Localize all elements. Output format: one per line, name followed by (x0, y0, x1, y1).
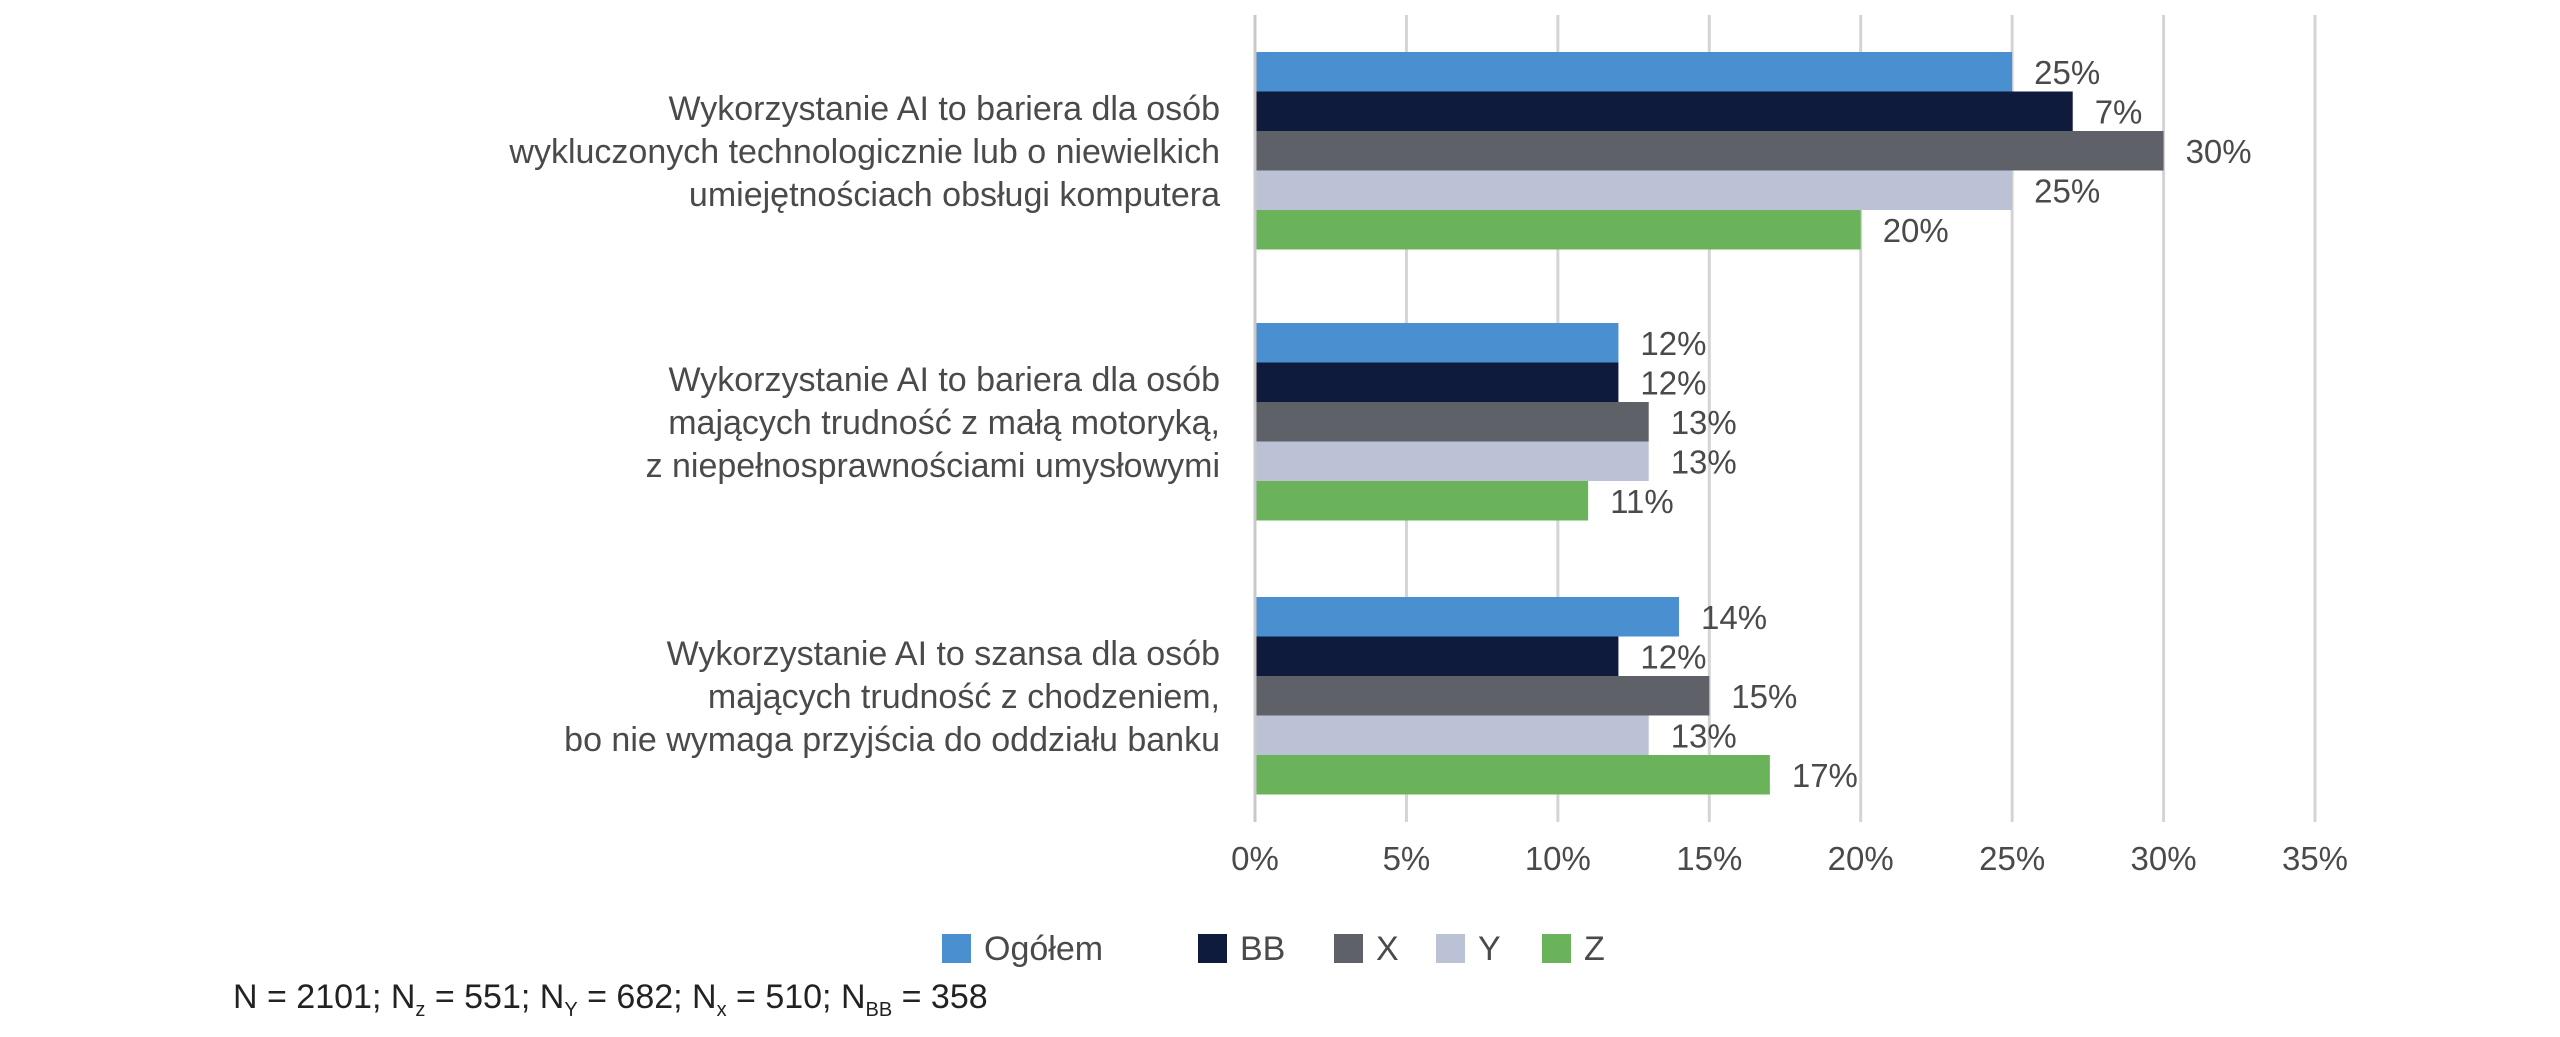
category-label-line: Wykorzystanie AI to bariera dla osób (668, 90, 1220, 128)
legend-label: BB (1240, 930, 1285, 968)
footnote-text: = 510; N (726, 978, 866, 1016)
legend-swatch (1334, 934, 1363, 963)
category-label-line: z niepełnosprawnościami umysłowymi (646, 447, 1220, 485)
data-label: 13% (1671, 717, 1737, 754)
bar-y (1255, 441, 1649, 481)
footnote-text: = 358 (892, 978, 988, 1016)
data-label: 25% (2034, 54, 2100, 91)
category-label-line: mających trudność z chodzeniem, (708, 678, 1220, 716)
legend-item-bb: BB (1198, 930, 1285, 968)
x-tick-label: 30% (2131, 840, 2197, 877)
category-label-line: mających trudność z małą motoryką, (668, 404, 1220, 442)
bar-ogółem (1255, 323, 1619, 363)
bar-z (1255, 210, 1861, 250)
x-tick-label: 35% (2282, 840, 2348, 877)
bar-x (1255, 676, 1710, 716)
data-label: 20% (1883, 212, 1949, 249)
x-tick-label: 15% (1676, 840, 1742, 877)
legend-label: Y (1478, 930, 1501, 968)
data-label: 13% (1671, 443, 1737, 480)
data-label: 14% (1701, 599, 1767, 636)
data-label: 11% (1610, 483, 1674, 520)
bar-ogółem (1255, 52, 2013, 92)
sample-size-note: N = 2101; Nz = 551; NY = 682; Nx = 510; … (233, 978, 988, 1022)
bar-x (1255, 131, 2164, 171)
legend-label: Z (1584, 930, 1605, 968)
x-tick-label: 5% (1383, 840, 1431, 877)
x-tick-label: 20% (1828, 840, 1894, 877)
footnote-text: = 551; N (425, 978, 565, 1016)
footnote-text: N = 2101; N (233, 978, 416, 1016)
data-label: 12% (1640, 364, 1706, 401)
legend-label: X (1376, 930, 1399, 968)
category-label-line: Wykorzystanie AI to szansa dla osób (667, 635, 1220, 673)
footnote-subscript: Y (564, 998, 578, 1021)
category-label: Wykorzystanie AI to szansa dla osób mając… (564, 635, 1220, 759)
bar-x (1255, 402, 1649, 442)
x-tick-label: 0% (1231, 840, 1279, 877)
legend-swatch (1198, 934, 1227, 963)
legend-item-ogółem: Ogółem (942, 930, 1103, 968)
category-label-line: bo nie wymaga przyjścia do oddziału bank… (564, 721, 1220, 759)
category-label: Wykorzystanie AI to bariera dla osób wykl… (508, 90, 1220, 214)
data-label: 15% (1731, 678, 1797, 715)
data-label: 12% (1640, 638, 1706, 675)
footnote-subscript: z (415, 998, 426, 1021)
bar-ogółem (1255, 597, 1679, 637)
bar-bb (1255, 636, 1619, 676)
legend-item-x: X (1334, 930, 1399, 968)
data-label: 7% (2095, 93, 2143, 130)
legend-swatch (1542, 934, 1571, 963)
footnote-subscript: x (716, 998, 727, 1021)
x-tick-label: 25% (1979, 840, 2045, 877)
bar-z (1255, 755, 1770, 795)
bar-bb (1255, 91, 2073, 131)
data-label: 12% (1640, 325, 1706, 362)
footnote-subscript: BB (865, 998, 893, 1021)
legend-label: Ogółem (984, 930, 1103, 968)
category-label-line: Wykorzystanie AI to bariera dla osób (668, 361, 1220, 399)
bar-y (1255, 715, 1649, 755)
legend-swatch (942, 934, 971, 963)
data-label: 30% (2186, 133, 2252, 170)
x-tick-label: 10% (1525, 840, 1591, 877)
legend-item-y: Y (1436, 930, 1501, 968)
bar-z (1255, 481, 1589, 521)
legend-swatch (1436, 934, 1465, 963)
footnote-text: = 682; N (577, 978, 717, 1016)
category-label-line: umiejętnościach obsługi komputera (689, 176, 1220, 214)
legend-item-z: Z (1542, 930, 1605, 968)
category-label-line: wykluczonych technologicznie lub o niewi… (508, 133, 1220, 171)
data-label: 25% (2034, 172, 2100, 209)
bar-y (1255, 170, 2013, 210)
data-label: 13% (1671, 404, 1737, 441)
bar-bb (1255, 362, 1619, 402)
data-label: 17% (1792, 757, 1858, 794)
category-label: Wykorzystanie AI to bariera dla osób mają… (646, 361, 1220, 485)
